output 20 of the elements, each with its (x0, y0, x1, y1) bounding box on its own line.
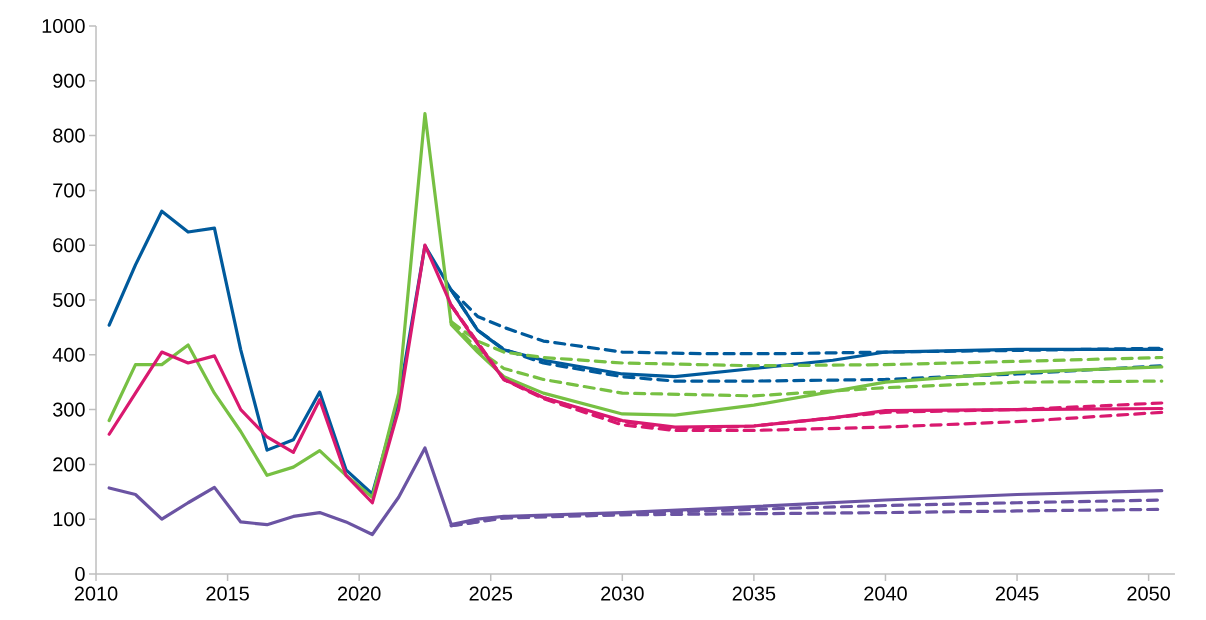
y-tick-label: 900 (53, 73, 85, 88)
y-tick-label: 400 (52, 347, 85, 362)
x-tick-label: 2040 (864, 586, 907, 601)
x-tick-label: 2010 (74, 586, 118, 601)
x-tick-label: 2025 (469, 586, 513, 601)
y-tick-label: 1000 (42, 18, 85, 34)
y-tick-label: 100 (53, 512, 85, 527)
x-tick-label: 2020 (338, 586, 381, 601)
x-tick-label: 2045 (995, 586, 1039, 601)
y-tick-label: 600 (53, 238, 85, 253)
y-tick-label: 800 (53, 128, 85, 143)
x-tick-label: 2050 (1127, 586, 1170, 601)
y-tick-label: 700 (53, 183, 85, 198)
x-tick-label: 2015 (206, 586, 249, 601)
y-tick-label: 200 (53, 457, 85, 472)
x-tick-label: 2035 (732, 586, 776, 601)
x-tick-label: 2030 (601, 586, 644, 601)
y-tick-label: 0 (75, 566, 85, 582)
y-tick-label: 300 (53, 402, 85, 417)
y-tick-label: 500 (53, 292, 85, 308)
